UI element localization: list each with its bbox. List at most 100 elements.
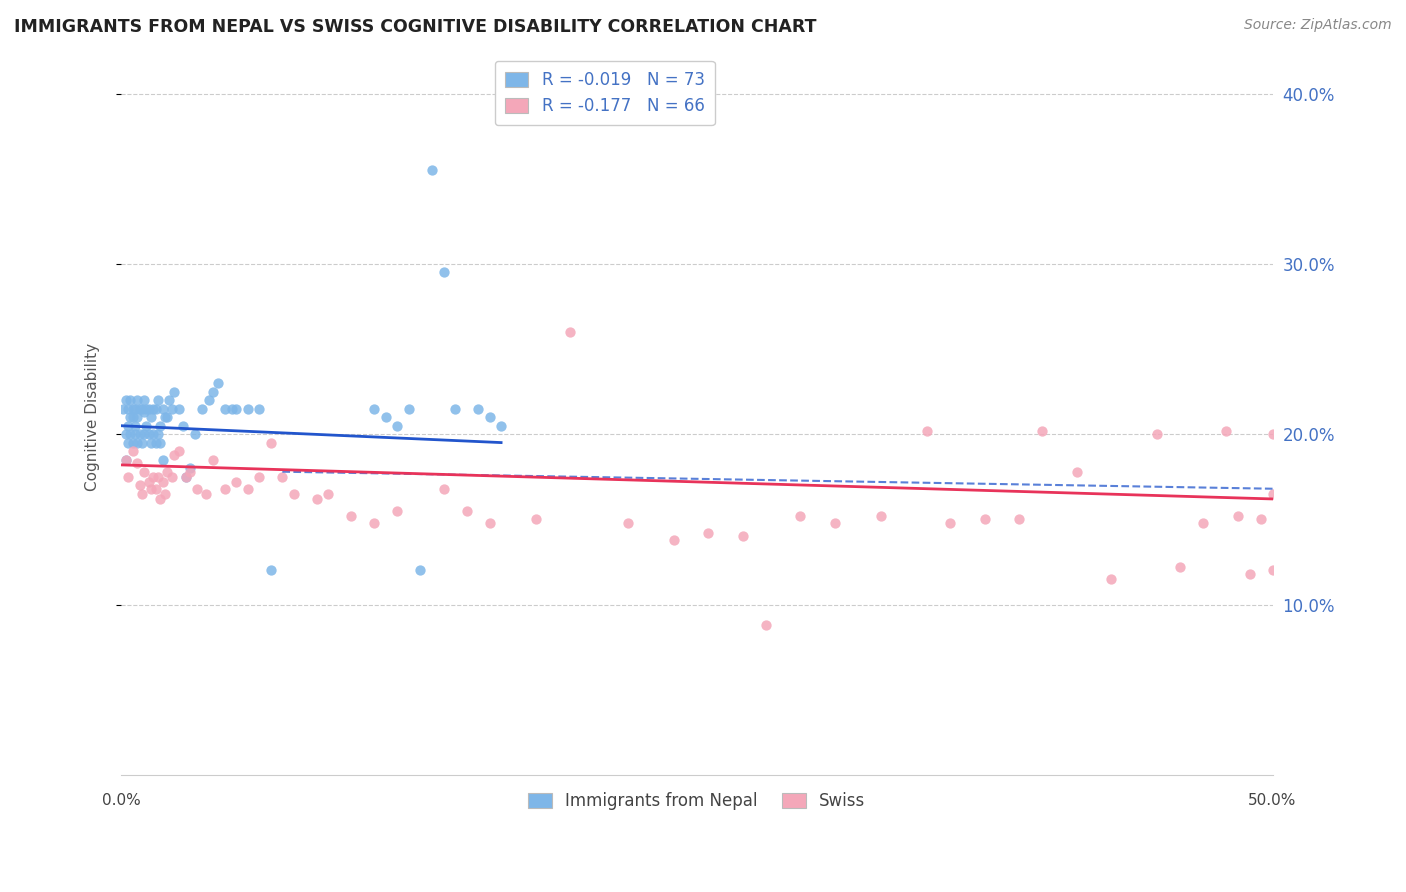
Point	[824, 516, 846, 530]
Point	[139, 435, 162, 450]
Point	[1099, 572, 1122, 586]
Point	[134, 427, 156, 442]
Point	[139, 482, 162, 496]
Point	[202, 384, 225, 399]
Point	[121, 410, 143, 425]
Point	[179, 465, 201, 479]
Point	[139, 410, 162, 425]
Point	[1261, 564, 1284, 578]
Point	[142, 401, 165, 416]
Point	[131, 435, 153, 450]
Point	[202, 452, 225, 467]
Point	[755, 618, 778, 632]
Legend: Immigrants from Nepal, Swiss: Immigrants from Nepal, Swiss	[522, 785, 872, 816]
Point	[117, 418, 139, 433]
Point	[283, 487, 305, 501]
Y-axis label: Cognitive Disability: Cognitive Disability	[86, 343, 100, 491]
Point	[560, 325, 582, 339]
Point	[120, 427, 142, 442]
Point	[127, 435, 149, 450]
Point	[138, 475, 160, 489]
Point	[153, 487, 176, 501]
Point	[163, 384, 186, 399]
Point	[142, 427, 165, 442]
Point	[478, 410, 501, 425]
Point	[236, 401, 259, 416]
Point	[149, 418, 172, 433]
Point	[120, 410, 142, 425]
Point	[114, 452, 136, 467]
Point	[225, 401, 247, 416]
Point	[214, 482, 236, 496]
Point	[138, 401, 160, 416]
Point	[117, 401, 139, 416]
Point	[195, 487, 218, 501]
Point	[128, 478, 150, 492]
Point	[117, 435, 139, 450]
Point	[124, 401, 146, 416]
Point	[131, 401, 153, 416]
Point	[156, 410, 179, 425]
Point	[375, 410, 398, 425]
Point	[127, 393, 149, 408]
Point	[167, 401, 190, 416]
Point	[121, 435, 143, 450]
Point	[120, 393, 142, 408]
Point	[163, 448, 186, 462]
Point	[260, 435, 283, 450]
Point	[152, 401, 174, 416]
Point	[420, 163, 443, 178]
Point	[207, 376, 229, 391]
Point	[915, 424, 938, 438]
Text: Source: ZipAtlas.com: Source: ZipAtlas.com	[1244, 18, 1392, 32]
Point	[124, 418, 146, 433]
Point	[128, 401, 150, 416]
Text: 0.0%: 0.0%	[101, 793, 141, 807]
Point	[152, 452, 174, 467]
Point	[456, 504, 478, 518]
Text: 50.0%: 50.0%	[1249, 793, 1296, 807]
Point	[149, 491, 172, 506]
Point	[114, 427, 136, 442]
Point	[160, 401, 183, 416]
Point	[1261, 427, 1284, 442]
Point	[134, 405, 156, 419]
Point	[789, 508, 811, 523]
Point	[225, 475, 247, 489]
Point	[260, 564, 283, 578]
Point	[1031, 424, 1053, 438]
Point	[179, 461, 201, 475]
Point	[731, 529, 754, 543]
Point	[478, 516, 501, 530]
Point	[662, 533, 685, 547]
Point	[145, 482, 167, 496]
Point	[146, 427, 169, 442]
Point	[247, 401, 270, 416]
Point	[1192, 516, 1215, 530]
Point	[190, 401, 212, 416]
Point	[112, 401, 135, 416]
Point	[117, 470, 139, 484]
Point	[939, 516, 962, 530]
Point	[127, 456, 149, 470]
Point	[697, 526, 720, 541]
Point	[340, 508, 363, 523]
Point	[149, 435, 172, 450]
Point	[167, 444, 190, 458]
Point	[197, 393, 219, 408]
Point	[134, 465, 156, 479]
Point	[134, 393, 156, 408]
Point	[214, 401, 236, 416]
Point	[870, 508, 893, 523]
Point	[1170, 560, 1192, 574]
Point	[489, 418, 512, 433]
Point	[1215, 424, 1237, 438]
Point	[159, 393, 181, 408]
Point	[114, 452, 136, 467]
Text: IMMIGRANTS FROM NEPAL VS SWISS COGNITIVE DISABILITY CORRELATION CHART: IMMIGRANTS FROM NEPAL VS SWISS COGNITIVE…	[14, 18, 817, 36]
Point	[1239, 566, 1261, 581]
Point	[124, 427, 146, 442]
Point	[145, 435, 167, 450]
Point	[114, 393, 136, 408]
Point	[128, 427, 150, 442]
